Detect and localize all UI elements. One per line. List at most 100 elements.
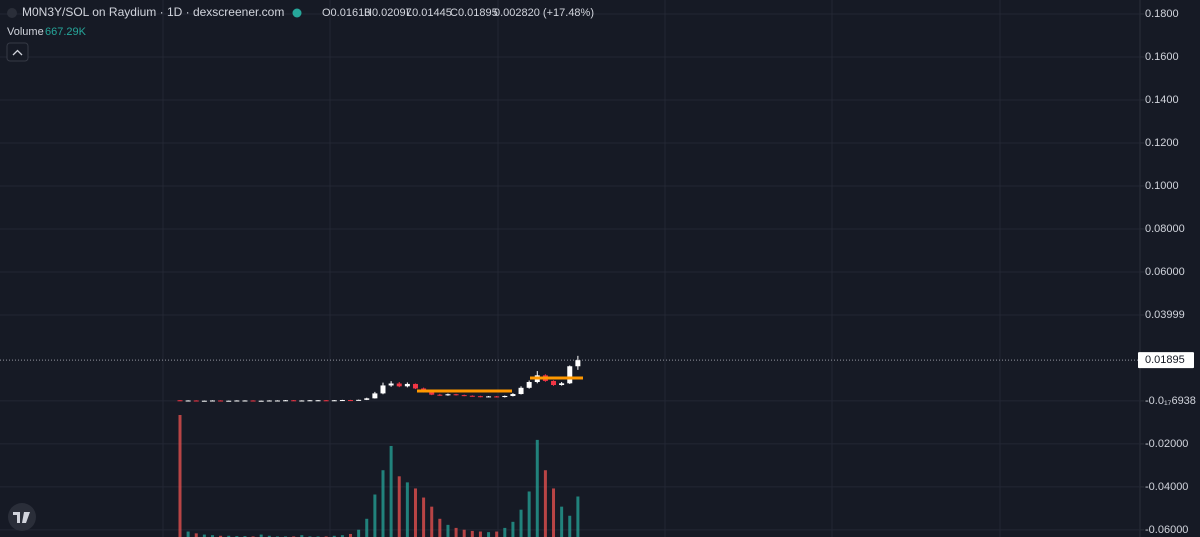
candle-body (299, 400, 305, 402)
candle-body (323, 400, 329, 402)
volume-bar (527, 491, 531, 537)
volume-bar (535, 439, 539, 537)
volume-bar (422, 497, 426, 537)
volume-value: 667.29K (45, 26, 87, 38)
y-tick-label: -0.0₁₇6938 (1145, 395, 1196, 407)
collapse-button-box[interactable] (6, 42, 29, 62)
y-tick-label: 0.08000 (1145, 223, 1185, 235)
vertical-grid (162, 0, 1001, 537)
volume-bar (511, 521, 515, 537)
candle-body (380, 385, 386, 394)
volume-bar (576, 496, 580, 537)
candle-body (177, 400, 183, 402)
volume-bar (202, 534, 206, 537)
candle-body (469, 395, 475, 397)
volume-bar (413, 488, 417, 537)
y-tick-label: 0.1600 (1145, 51, 1179, 63)
candle-body (348, 400, 354, 402)
ohlc-close: C0.01895 (450, 7, 498, 19)
volume-bar (462, 529, 466, 537)
candle-body (250, 400, 256, 402)
candle-body (526, 382, 532, 388)
y-tick-label: -0.06000 (1145, 524, 1188, 536)
collapse-button[interactable] (6, 42, 29, 62)
candle-body (185, 400, 191, 402)
volume-bar (552, 488, 556, 537)
y-tick-label: 0.06000 (1145, 266, 1185, 278)
volume-bar (495, 531, 499, 537)
candle-body (339, 400, 345, 402)
candle-body (283, 400, 289, 402)
volume-bar (219, 535, 223, 537)
tv-logo[interactable] (8, 503, 36, 531)
candle-body (445, 394, 451, 396)
candle-body (331, 400, 337, 402)
y-tick-label: 0.1800 (1145, 8, 1179, 20)
chart-title: M0N3Y/SOL on Raydium · 1D · dexscreener.… (22, 5, 284, 19)
candle-body (567, 366, 573, 384)
candle-body (494, 396, 500, 398)
ohlc-change: 0.002820 (+17.48%) (494, 7, 594, 19)
volume-bar (178, 415, 182, 537)
y-tick-label: -0.02000 (1145, 438, 1188, 450)
volume-bar (568, 515, 572, 537)
candle-body (559, 383, 565, 386)
y-tick-label: 0.1400 (1145, 94, 1179, 106)
candle-body (372, 393, 378, 399)
y-tick-label: -0.04000 (1145, 481, 1188, 493)
candle-body (396, 383, 402, 387)
candle-body (477, 396, 483, 398)
volume-bar (487, 532, 491, 537)
candle-body (315, 400, 321, 402)
volume-bar (470, 530, 474, 537)
volume-bar (340, 535, 344, 537)
y-tick-label: 0.1200 (1145, 137, 1179, 149)
volume-bar (300, 535, 304, 537)
tv-logo-mark[interactable] (13, 512, 30, 523)
volume-title: Volume (7, 26, 44, 38)
volume-bar (349, 533, 353, 537)
last-price-label: 0.01895 (1145, 354, 1185, 366)
candle-body (575, 360, 581, 367)
candle-body (356, 399, 362, 401)
candle-body (502, 395, 508, 398)
volume-bar (186, 531, 190, 537)
y-tick-label: 0.03999 (1145, 309, 1185, 321)
volume-bar (389, 445, 393, 537)
candle-body (551, 380, 557, 386)
candle-body (234, 400, 240, 402)
volume-bar (259, 534, 263, 537)
candle-body (274, 400, 280, 402)
candle-body (307, 400, 313, 402)
candle-body (209, 400, 215, 402)
candle-body (364, 398, 370, 400)
candle-body (453, 394, 459, 396)
candle-body (510, 394, 516, 396)
candle-body (518, 387, 524, 395)
volume-bar (227, 535, 231, 537)
volume-bar (519, 509, 523, 537)
symbol-icon (7, 8, 17, 18)
candle-body (266, 400, 272, 402)
candle-body (226, 400, 232, 402)
candle-body (291, 400, 297, 402)
volume-bar (560, 506, 564, 537)
candle-body (218, 400, 224, 402)
ohlc-open: O0.01613 (322, 7, 370, 19)
collapse-icon[interactable] (12, 49, 23, 56)
candle-body (404, 383, 410, 387)
volume-bar (194, 533, 198, 537)
volume-bar (405, 482, 409, 537)
volume-bar (430, 506, 434, 537)
last-price-box (1138, 352, 1194, 369)
candle-body (242, 400, 248, 402)
volume-bar (446, 524, 450, 537)
candle-body (388, 383, 394, 386)
candle-body (429, 392, 435, 395)
tv-logo-bg[interactable] (8, 503, 36, 531)
candle-body (258, 400, 264, 402)
volume-bar (381, 470, 385, 537)
volume-bar (454, 527, 458, 537)
candle-body (412, 383, 418, 389)
